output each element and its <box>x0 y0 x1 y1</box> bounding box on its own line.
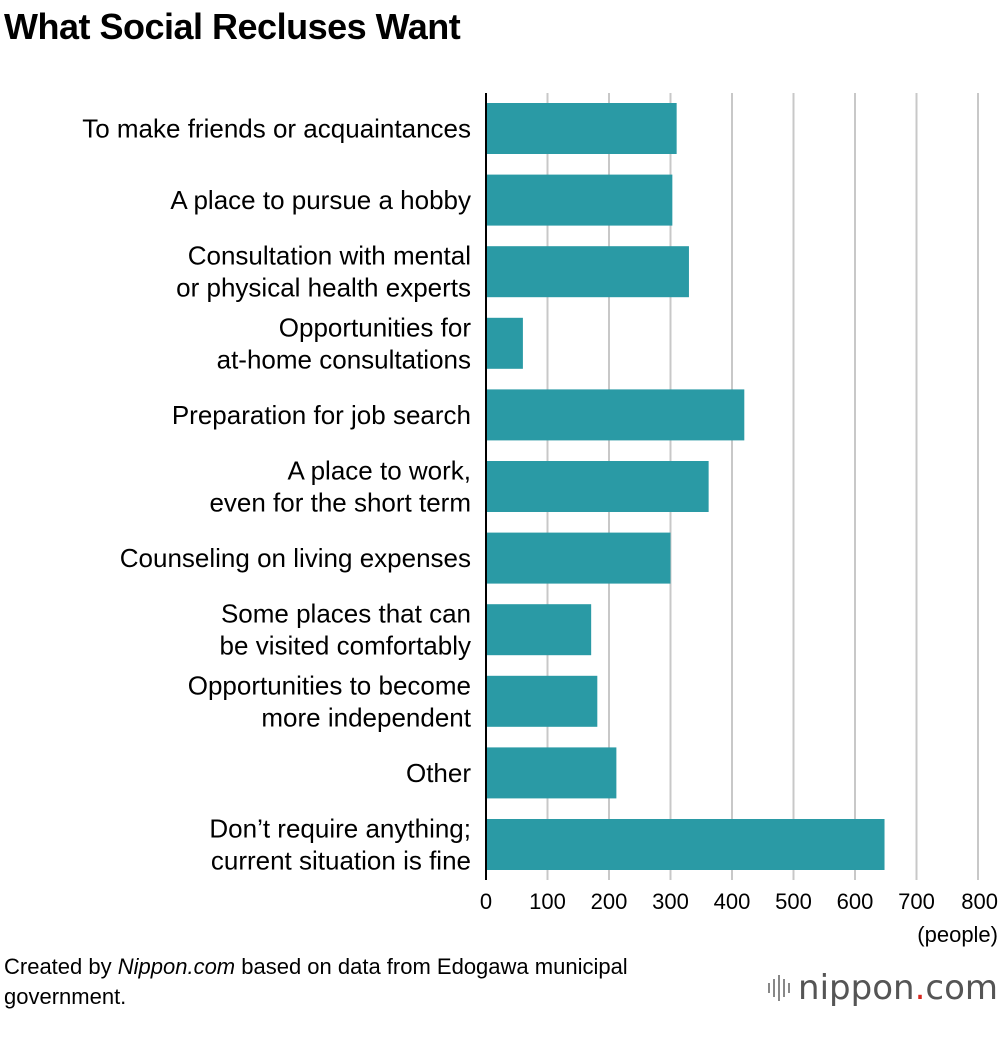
bar <box>486 246 689 298</box>
category-label-line: Opportunities for <box>279 312 472 342</box>
category-label-line: Opportunities to become <box>188 670 471 700</box>
footer-credit: Created by Nippon.com based on data from… <box>4 952 744 1012</box>
credit-source: Nippon.com <box>117 954 236 979</box>
bar <box>486 317 523 369</box>
x-tick-label: 0 <box>480 889 492 914</box>
x-axis-unit-label: (people) <box>917 922 998 947</box>
category-label-line: even for the short term <box>209 488 471 518</box>
category-label: Don’t require anything; current situation… <box>209 814 471 876</box>
category-label-line: Consultation with mental <box>188 241 471 271</box>
credit-prefix: Created by <box>4 954 118 979</box>
category-label-line: A place to work, <box>287 456 471 486</box>
bars <box>486 103 885 870</box>
bar <box>486 174 673 226</box>
category-label: Opportunities for at-home consultations <box>217 312 472 374</box>
category-label: Opportunities to become more independent <box>188 670 472 732</box>
nippon-logo: nippon. com <box>768 968 998 1008</box>
x-tick-label: 300 <box>652 889 689 914</box>
bar <box>486 389 745 441</box>
category-labels: To make friends or acquaintances A place … <box>82 114 472 876</box>
category-label: Other <box>406 758 471 788</box>
category-label-line: A place to pursue a hobby <box>170 185 471 215</box>
x-tick-label: 200 <box>591 889 628 914</box>
category-label: Some places that can be visited comfortab… <box>220 599 471 661</box>
category-label-line: current situation is fine <box>211 846 471 876</box>
x-tick-label: 400 <box>714 889 751 914</box>
bar-chart: To make friends or acquaintances A place … <box>82 93 998 947</box>
credit-suffix: based on data from Edogawa municipal gov… <box>4 954 628 1009</box>
chart-title: What Social Recluses Want <box>4 6 461 47</box>
category-label: A place to work, even for the short term <box>209 456 471 518</box>
x-tick-label: 700 <box>898 889 935 914</box>
x-tick-label: 800 <box>961 889 998 914</box>
category-label: To make friends or acquaintances <box>82 114 471 144</box>
category-label-line: more independent <box>261 702 471 732</box>
category-label-line: be visited comfortably <box>220 631 471 661</box>
category-label-line: Don’t require anything; <box>209 814 471 844</box>
category-label-line: To make friends or acquaintances <box>82 114 471 144</box>
bar <box>486 675 598 727</box>
category-label: A place to pursue a hobby <box>170 185 471 215</box>
bar <box>486 532 671 584</box>
bar <box>486 604 592 656</box>
bar <box>486 747 617 799</box>
category-label-line: Counseling on living expenses <box>120 543 471 573</box>
logo-dot: . <box>914 968 926 1008</box>
x-axis-ticks: 0 100 200 300 400 500 600 700 800 <box>480 889 998 914</box>
category-label: Preparation for job search <box>172 400 471 430</box>
logo-bars-icon <box>768 975 791 1001</box>
x-tick-label: 600 <box>837 889 874 914</box>
category-label-line: or physical health experts <box>176 273 471 303</box>
category-label-line: Some places that can <box>221 599 471 629</box>
category-label: Consultation with mental or physical heal… <box>176 241 471 303</box>
x-tick-label: 500 <box>775 889 812 914</box>
logo-tld: com <box>925 968 998 1008</box>
logo-name: nippon <box>798 968 915 1008</box>
x-tick-label: 100 <box>529 889 566 914</box>
bar <box>486 819 885 870</box>
category-label: Counseling on living expenses <box>120 543 471 573</box>
category-label-line: at-home consultations <box>217 344 471 374</box>
bar <box>486 103 677 154</box>
bar <box>486 461 709 512</box>
category-label-line: Preparation for job search <box>172 400 471 430</box>
category-label-line: Other <box>406 758 471 788</box>
